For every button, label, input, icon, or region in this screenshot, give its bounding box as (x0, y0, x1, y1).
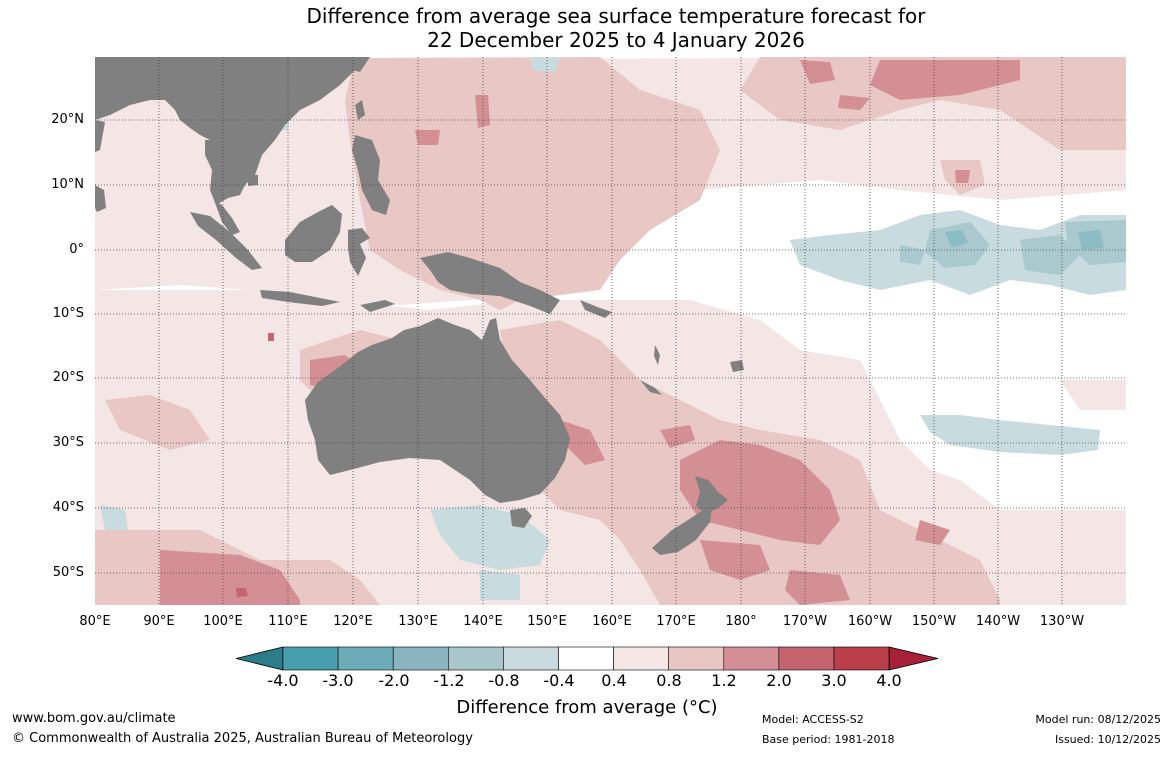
colorbar-label: -0.4 (543, 671, 575, 690)
anomaly-cool-0-8 (900, 220, 1126, 275)
vanuatu (654, 345, 660, 365)
colorbar-segment (833, 646, 890, 671)
lon-label-160w: 160°W (847, 614, 893, 629)
lon-label-170w: 170°W (782, 614, 828, 629)
land (95, 57, 744, 555)
lat-label-30s: 30°S (52, 435, 84, 450)
borneo (285, 205, 342, 262)
lon-label-130w: 130°W (1039, 614, 1085, 629)
malay-peninsula (214, 200, 240, 235)
timor (360, 300, 395, 312)
lon-label-90e: 90°E (143, 614, 175, 629)
lon-label-120e: 120°E (333, 614, 373, 629)
colorbar-segment (723, 646, 780, 671)
india-tip (95, 120, 105, 152)
colorbar-label: 0.8 (656, 671, 682, 690)
colorbar-label: -2.0 (378, 671, 410, 690)
lat-label-0: 0° (69, 242, 84, 257)
lon-label-80e: 80°E (79, 614, 111, 629)
philippines (352, 135, 390, 215)
indochina (205, 140, 235, 205)
website-link[interactable]: www.bom.gov.au/climate (12, 711, 176, 726)
colorbar-segment (337, 646, 394, 671)
anomaly-warm-2-0 (236, 333, 274, 597)
lon-label-150e: 150°E (527, 614, 567, 629)
colorbar-segment (778, 646, 835, 671)
model-info: Model: ACCESS-S2 (762, 713, 864, 726)
nz-north-island (695, 476, 728, 514)
model-run-info: Model run: 08/12/2025 (1035, 713, 1161, 726)
taiwan (355, 100, 365, 120)
lat-label-20n: 20°N (51, 112, 84, 127)
colorbar-arrow-low (235, 646, 284, 671)
colorbar-label: 4.0 (876, 671, 902, 690)
colorbar-segment (668, 646, 725, 671)
sri-lanka (95, 185, 106, 212)
graticule (95, 57, 1126, 605)
lat-label-10n: 10°N (51, 177, 84, 192)
nz-south-island (652, 508, 712, 555)
lat-label-10s: 10°S (52, 306, 84, 321)
map-area (95, 57, 1126, 605)
colorbar-arrow-high (888, 646, 939, 671)
hainan (248, 175, 258, 186)
colorbar-segment (392, 646, 449, 671)
issued-info: Issued: 10/12/2025 (1054, 733, 1161, 746)
colorbar-label: 3.0 (821, 671, 847, 690)
asia-landmass (95, 57, 360, 198)
lon-label-110e: 110°E (268, 614, 308, 629)
colorbar-label: 1.2 (711, 671, 737, 690)
colorbar (235, 646, 939, 671)
new-guinea (420, 252, 560, 314)
title-line-1: Difference from average sea surface temp… (306, 4, 926, 28)
lon-label-160e: 160°E (592, 614, 632, 629)
colorbar-segment (503, 646, 559, 671)
solomon-islands (580, 300, 612, 318)
sumatra (190, 212, 262, 270)
sulawesi (348, 228, 370, 276)
lon-label-170e: 170°E (656, 614, 696, 629)
colorbar-label: -3.0 (322, 671, 354, 690)
java (260, 290, 340, 306)
colorbar-label: 0.4 (601, 671, 627, 690)
colorbar-label: -0.8 (488, 671, 520, 690)
japan-tip (352, 57, 370, 72)
tasmania (510, 508, 532, 528)
colorbar-segment (613, 646, 669, 671)
lon-label-140w: 140°W (975, 614, 1021, 629)
lon-label-180: 180° (725, 614, 757, 629)
fiji (730, 360, 744, 372)
lon-label-140e: 140°E (463, 614, 503, 629)
lat-label-50s: 50°S (52, 565, 84, 580)
colorbar-segment (558, 646, 614, 671)
colorbar-label: -1.2 (433, 671, 465, 690)
copyright-text: © Commonwealth of Australia 2025, Austra… (12, 731, 473, 746)
anomaly-cool-1-2 (945, 230, 1104, 250)
australia (305, 318, 570, 503)
colorbar-label: 2.0 (766, 671, 792, 690)
lon-label-130e: 130°E (398, 614, 438, 629)
base-period-info: Base period: 1981-2018 (762, 733, 895, 746)
new-caledonia (640, 380, 662, 395)
lat-label-40s: 40°S (52, 500, 84, 515)
colorbar-segment (282, 646, 339, 671)
lon-label-150w: 150°W (911, 614, 957, 629)
lat-label-20s: 20°S (52, 370, 84, 385)
colorbar-label: -4.0 (267, 671, 299, 690)
anomaly-warm-1-2 (160, 60, 1020, 605)
colorbar-title: Difference from average (°C) (456, 697, 718, 718)
colorbar-segment (447, 646, 504, 671)
map-title: Difference from average sea surface temp… (0, 4, 1173, 52)
title-line-2: 22 December 2025 to 4 January 2026 (427, 28, 805, 52)
lon-label-100e: 100°E (203, 614, 243, 629)
